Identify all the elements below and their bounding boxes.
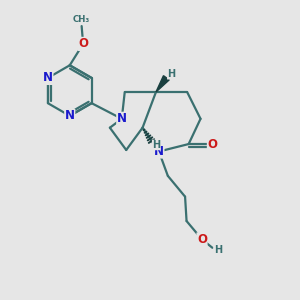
Text: O: O bbox=[197, 233, 207, 246]
Text: O: O bbox=[78, 38, 88, 50]
Text: N: N bbox=[117, 112, 127, 125]
Text: N: N bbox=[154, 145, 164, 158]
Polygon shape bbox=[156, 76, 169, 92]
Text: H: H bbox=[167, 69, 175, 79]
Text: N: N bbox=[65, 109, 75, 122]
Text: N: N bbox=[43, 71, 53, 84]
Text: H: H bbox=[214, 245, 222, 255]
Text: CH₃: CH₃ bbox=[73, 15, 90, 24]
Text: H: H bbox=[152, 140, 160, 150]
Text: O: O bbox=[207, 138, 218, 151]
